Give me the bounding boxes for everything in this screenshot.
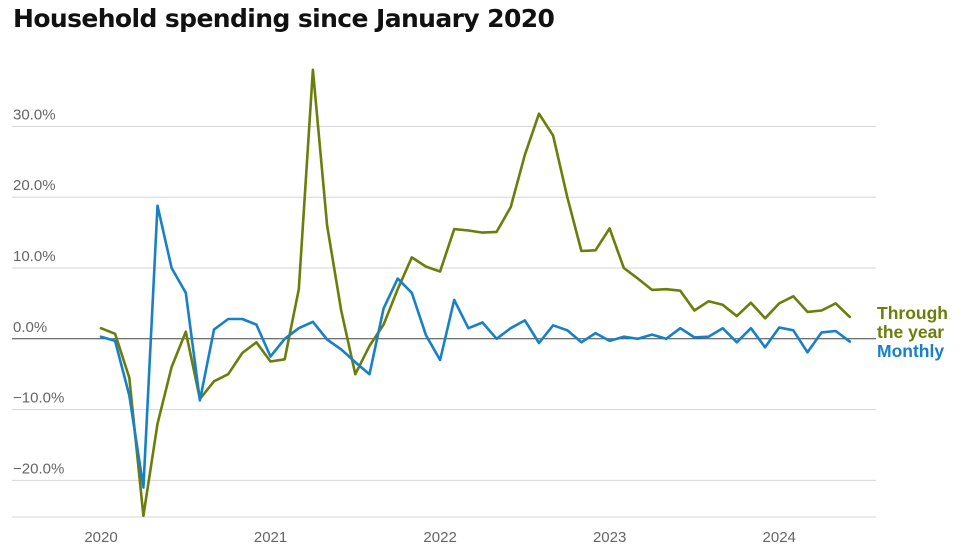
- y-tick-label: 30.0%: [13, 106, 56, 123]
- series-line-through-the-year: [99, 68, 852, 518]
- y-tick-label: 10.0%: [13, 248, 56, 265]
- series-label-monthly: Monthly: [877, 341, 944, 361]
- series-lines: [99, 68, 852, 518]
- y-tick-label: −10.0%: [13, 390, 64, 407]
- x-axis-tick-labels: 2020 2021 2022 2023 2024: [84, 529, 796, 546]
- x-tick-label: 2023: [593, 529, 626, 546]
- x-tick-label: 2024: [763, 529, 796, 546]
- gridlines: [12, 125, 876, 518]
- series-label-through-the-year: Through the year: [877, 303, 948, 342]
- series-line-monthly: [99, 204, 852, 489]
- chart-title: Household spending since January 2020: [13, 4, 555, 33]
- x-tick-label: 2021: [254, 529, 287, 546]
- x-tick-label: 2020: [84, 529, 117, 546]
- y-tick-label: 20.0%: [13, 177, 56, 194]
- y-axis-tick-labels: 30.0% 20.0% 10.0% 0.0% −10.0% −20.0%: [13, 106, 64, 477]
- y-tick-label: −20.0%: [13, 460, 64, 477]
- y-tick-label: 0.0%: [13, 319, 47, 336]
- x-tick-label: 2022: [423, 529, 456, 546]
